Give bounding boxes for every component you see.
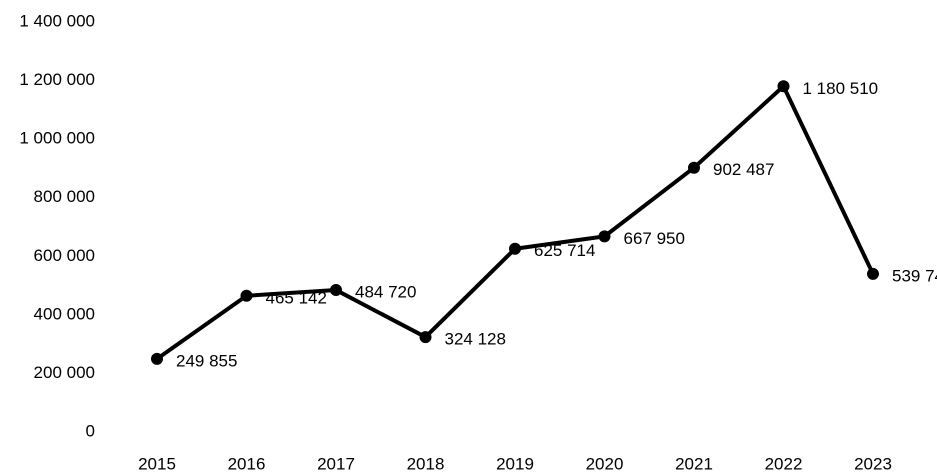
x-tick-label: 2015 — [138, 454, 176, 473]
y-tick-label: 1 400 000 — [19, 11, 95, 30]
data-label: 625 714 — [534, 241, 595, 260]
data-label: 667 950 — [624, 229, 685, 248]
point — [330, 284, 342, 297]
x-tick-label: 2020 — [586, 454, 624, 473]
data-label: 1 180 510 — [803, 79, 879, 98]
point — [240, 289, 253, 302]
x-tick-label: 2021 — [675, 454, 713, 473]
data-label: 249 855 — [176, 351, 237, 370]
y-tick-label: 1 200 000 — [19, 70, 95, 89]
data-label: 539 747 — [892, 266, 937, 285]
point — [598, 230, 611, 243]
point — [509, 242, 521, 255]
point — [867, 267, 879, 280]
y-tick-label: 800 000 — [34, 187, 95, 206]
data-label: 324 128 — [445, 330, 506, 349]
y-tick-label: 600 000 — [34, 246, 95, 265]
y-tick-label: 1 000 000 — [19, 129, 95, 148]
x-tick-label: 2023 — [854, 454, 892, 473]
x-tick-label: 2018 — [407, 454, 445, 473]
point — [151, 352, 163, 365]
y-tick-label: 400 000 — [34, 304, 95, 323]
x-tick-label: 2022 — [765, 454, 803, 473]
y-tick-label: 200 000 — [34, 363, 95, 382]
data-label: 902 487 — [713, 160, 774, 179]
point — [419, 331, 432, 344]
x-tick-label: 2016 — [228, 454, 266, 473]
line — [155, 84, 875, 361]
point — [777, 80, 790, 93]
x-tick-label: 2019 — [496, 454, 534, 473]
data-label: 465 142 — [266, 288, 327, 307]
point — [688, 161, 700, 174]
data-label: 484 720 — [355, 283, 416, 302]
y-tick-label: 0 — [86, 421, 95, 440]
x-tick-label: 2017 — [317, 454, 355, 473]
